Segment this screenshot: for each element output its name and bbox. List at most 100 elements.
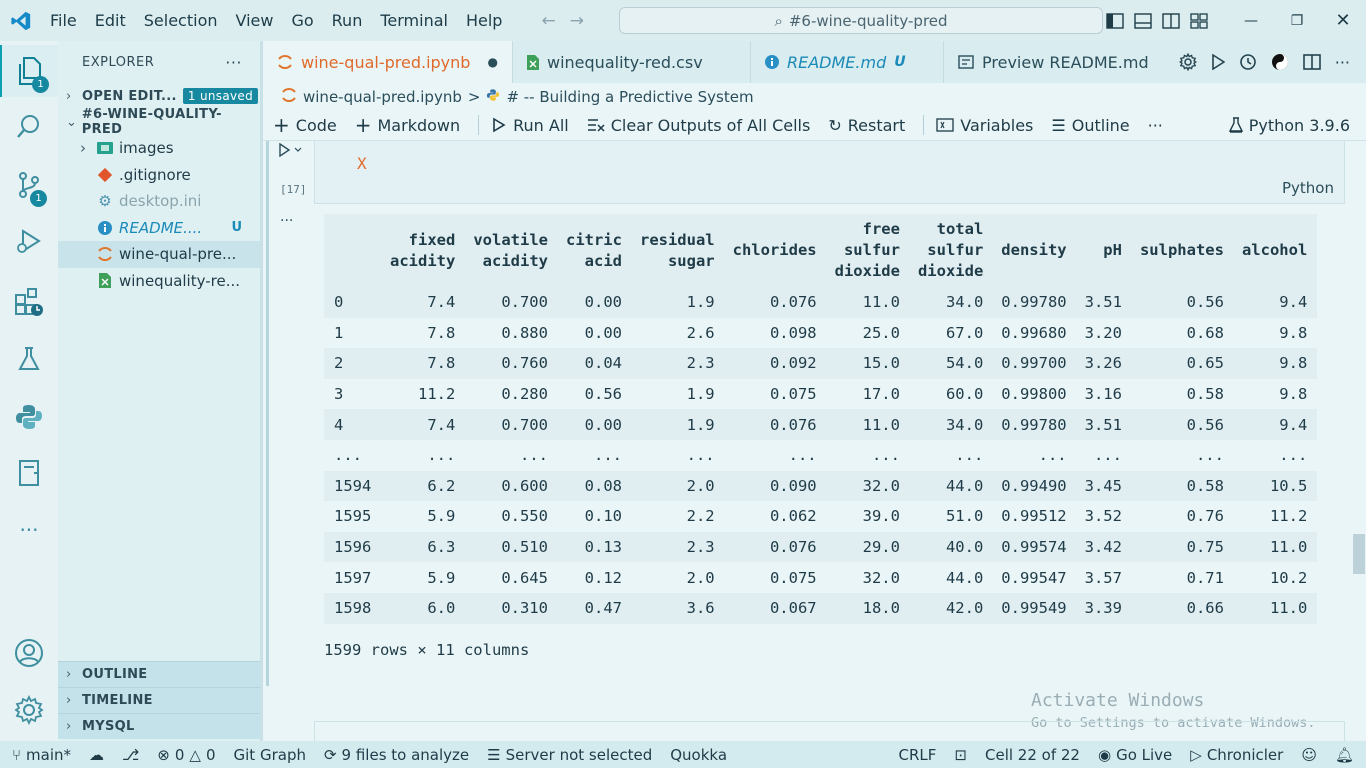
explorer-activity[interactable]: 1 — [0, 45, 58, 97]
kernel-picker[interactable]: Python 3.9.6 — [1228, 116, 1350, 135]
unsaved-dot[interactable]: ● — [487, 55, 498, 69]
more-activity-icon[interactable]: ··· — [19, 518, 39, 542]
run-cell-button[interactable] — [278, 142, 302, 161]
maximize-button[interactable]: ❐ — [1290, 12, 1304, 29]
toggle-secondary-sidebar-icon[interactable] — [1162, 12, 1180, 29]
run-debug-activity[interactable] — [0, 215, 58, 267]
customize-layout-icon[interactable] — [1190, 12, 1208, 29]
open-editors-section[interactable]: › OPEN EDIT... 1 unsaved — [58, 83, 260, 109]
breadcrumb-section[interactable]: # -- Building a Predictive System — [506, 87, 754, 106]
code-cell[interactable]: X Python — [314, 141, 1345, 204]
analyze-status[interactable]: ⟳ 9 files to analyze — [324, 746, 469, 764]
branch-status[interactable]: ⑂ main* — [12, 746, 71, 764]
forward-arrow-icon[interactable]: → — [569, 10, 584, 31]
close-button[interactable]: ✕ — [1335, 10, 1351, 31]
notebook-kernel-status[interactable]: ⊡ — [954, 746, 967, 764]
settings-activity[interactable] — [0, 684, 58, 736]
row-index: 1 — [324, 317, 382, 349]
tree-item-images[interactable]: › images — [58, 135, 260, 162]
split-editor-icon[interactable] — [1302, 54, 1321, 70]
clear-outputs-button[interactable]: Clear Outputs of All Cells — [587, 116, 810, 135]
table-cell: 0.310 — [465, 592, 558, 624]
mysql-section[interactable]: › MYSQL — [58, 713, 260, 739]
tree-item-readme[interactable]: README.... U — [58, 215, 260, 242]
menu-view[interactable]: View — [235, 11, 274, 30]
menu-terminal[interactable]: Terminal — [380, 11, 448, 30]
add-markdown-cell-button[interactable]: + Markdown — [355, 113, 460, 137]
vertical-scrollbar[interactable] — [1353, 534, 1365, 574]
tree-item-gitignore[interactable]: .gitignore — [58, 162, 260, 189]
feedback-status[interactable]: ☺ — [1301, 746, 1317, 764]
table-cell: 10.5 — [1233, 470, 1318, 502]
output-more-icon[interactable]: ··· — [280, 213, 294, 229]
chevron-right-icon: › — [66, 667, 72, 682]
workspace-folder-section[interactable]: ⌄ #6-WINE-QUALITY-PRED — [58, 107, 260, 137]
minimize-button[interactable]: — — [1244, 12, 1258, 29]
cell-code[interactable]: X — [357, 154, 367, 173]
add-code-cell-button[interactable]: + Code — [273, 113, 337, 137]
timeline-section[interactable]: › TIMELINE — [58, 687, 260, 713]
extensions-activity[interactable] — [0, 275, 58, 327]
notifications-status[interactable]: 🔔︎ — [1335, 746, 1354, 764]
more-actions-icon[interactable]: ··· — [1334, 52, 1350, 72]
chronicler-status[interactable]: ▷ Chronicler — [1190, 746, 1283, 764]
eol-status[interactable]: CRLF — [899, 746, 937, 764]
outline-section[interactable]: › OUTLINE — [58, 661, 260, 687]
variables-button[interactable]: Variables — [936, 116, 1033, 135]
search-text: #6-wine-quality-pred — [788, 11, 948, 30]
toggle-sidebar-icon[interactable] — [1106, 12, 1124, 29]
notebook-activity[interactable] — [0, 447, 58, 499]
menu-file[interactable]: File — [50, 11, 77, 30]
next-cell[interactable] — [314, 721, 1345, 741]
toolbar-more-button[interactable]: ··· — [1148, 116, 1163, 135]
preview-icon — [958, 55, 974, 69]
cell-language-label[interactable]: Python — [1282, 179, 1334, 197]
theme-toggle-icon[interactable] — [1271, 53, 1289, 71]
table-cell: ... — [993, 439, 1077, 471]
quokka-status[interactable]: Quokka — [670, 746, 727, 764]
testing-activity[interactable] — [0, 333, 58, 385]
run-all-button[interactable]: Run All — [491, 116, 569, 135]
sidebar-sash[interactable] — [260, 41, 263, 741]
menu-edit[interactable]: Edit — [94, 11, 126, 30]
accounts-activity[interactable] — [0, 627, 58, 679]
back-arrow-icon[interactable]: ← — [541, 10, 556, 31]
menu-run[interactable]: Run — [331, 11, 363, 30]
run-icon[interactable] — [1211, 54, 1225, 70]
cell-position-status[interactable]: Cell 22 of 22 — [985, 746, 1080, 764]
table-row: 1 7.8 0.880 0.00 2.6 0.098 25.0 67.0 0.99680 3.20… — [324, 317, 1318, 349]
restart-kernel-button[interactable]: ↻ Restart — [828, 116, 905, 135]
history-icon[interactable] — [1239, 53, 1257, 71]
go-live-status[interactable]: ◉ Go Live — [1098, 746, 1172, 764]
search-activity[interactable] — [0, 100, 58, 152]
csv-file-icon — [527, 54, 539, 70]
server-status[interactable]: ☰ Server not selected — [487, 746, 652, 764]
breadcrumb-file[interactable]: wine-qual-pred.ipynb — [303, 87, 462, 106]
menu-go[interactable]: Go — [291, 11, 314, 30]
tab-preview-readme[interactable]: Preview README.md — [944, 41, 1162, 83]
command-center-search[interactable]: ⌕ #6-wine-quality-pred — [619, 7, 1103, 34]
problems-status[interactable]: ⊗ 0 △ 0 — [157, 746, 215, 764]
tab-notebook[interactable]: wine-qual-pred.ipynb ● — [263, 41, 513, 83]
python-activity[interactable] — [0, 391, 58, 443]
restart-icon: ↻ — [828, 115, 842, 135]
table-cell: 0.66 — [1131, 592, 1234, 624]
table-cell: 11.2 — [382, 378, 466, 410]
tree-item-csv[interactable]: winequality-re... — [58, 268, 260, 295]
menu-help[interactable]: Help — [465, 11, 503, 30]
graph-status[interactable]: ⎇ — [122, 746, 139, 764]
explorer-more-icon[interactable]: ··· — [225, 52, 242, 72]
tab-csv[interactable]: winequality-red.csv — [513, 41, 751, 83]
source-control-activity[interactable]: 1 — [0, 159, 58, 211]
menu-selection[interactable]: Selection — [143, 11, 218, 30]
tree-item-notebook[interactable]: wine-qual-pre... — [58, 241, 260, 268]
tab-readme[interactable]: README.md U — [751, 41, 944, 83]
tree-item-desktop-ini[interactable]: ⚙ desktop.ini — [58, 188, 260, 215]
git-graph-status[interactable]: Git Graph — [234, 746, 306, 764]
sync-status[interactable]: ☁ — [89, 746, 104, 764]
row-index: 1595 — [324, 501, 382, 532]
gear-icon[interactable] — [1178, 53, 1197, 71]
table-cell: 0.090 — [724, 470, 827, 502]
outline-button[interactable]: ☰ Outline — [1051, 116, 1129, 135]
toggle-panel-icon[interactable] — [1134, 12, 1152, 29]
